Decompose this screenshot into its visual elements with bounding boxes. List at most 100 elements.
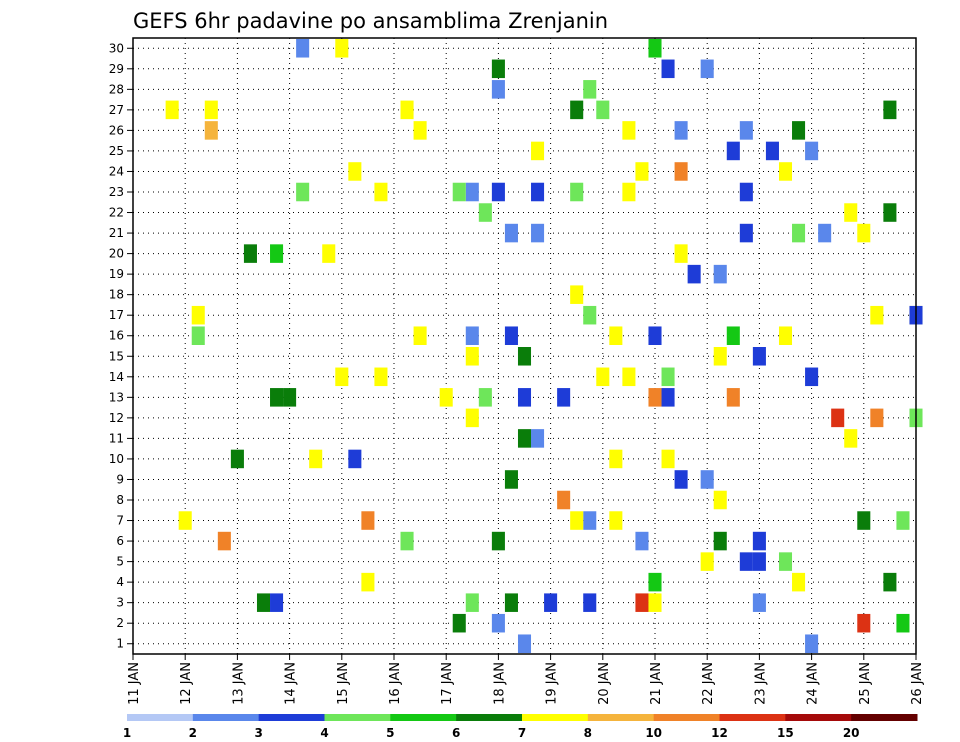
x-tick-label: 17 JAN — [440, 662, 455, 705]
heatmap-cell — [752, 552, 766, 571]
colorbar-swatch — [851, 714, 918, 721]
heatmap-cell — [178, 511, 192, 530]
colorbar-swatch — [127, 714, 194, 721]
x-tick-label: 18 JAN — [492, 662, 507, 705]
y-tick-label: 29 — [109, 62, 124, 76]
heatmap-cell — [504, 326, 518, 345]
colorbar-label: 15 — [777, 726, 794, 740]
heatmap-cell — [374, 367, 388, 387]
x-tick-label: 19 JAN — [545, 662, 560, 705]
heatmap-cell — [596, 367, 610, 387]
heatmap-cell — [648, 572, 662, 592]
y-tick-label: 8 — [116, 493, 124, 507]
y-tick-label: 23 — [109, 185, 124, 199]
heatmap-cell — [504, 223, 518, 243]
heatmap-cell — [648, 326, 662, 345]
heatmap-cell — [778, 326, 793, 345]
heatmap-cell — [256, 593, 271, 612]
heatmap-cell — [165, 100, 179, 120]
heatmap-cell — [230, 449, 244, 469]
heatmap-cell — [739, 182, 753, 202]
heatmap-cell — [739, 121, 753, 140]
colorbar-swatch — [653, 714, 720, 721]
plot-frame — [132, 37, 917, 655]
x-tick-label: 24 JAN — [806, 662, 821, 705]
heatmap-cell — [844, 429, 858, 448]
colorbar-label: 8 — [584, 726, 592, 740]
heatmap-cell — [674, 244, 688, 263]
heatmap-cell — [792, 223, 806, 243]
x-tick-label: 12 JAN — [179, 662, 194, 705]
heatmap-cell — [726, 326, 740, 345]
heatmap-cell — [805, 634, 819, 653]
heatmap-cell — [191, 305, 205, 325]
heatmap-cell — [270, 388, 284, 407]
y-tick-label: 6 — [116, 534, 124, 548]
heatmap-cell — [739, 223, 753, 243]
colorbar-label: 4 — [320, 726, 328, 740]
colorbar-label: 12 — [711, 726, 728, 740]
heatmap-cell — [883, 203, 897, 222]
heatmap-cell — [465, 326, 479, 345]
heatmap-cell — [726, 141, 740, 161]
heatmap-cell — [348, 162, 362, 181]
y-tick-label: 11 — [109, 431, 124, 445]
x-tick-label: 14 JAN — [284, 662, 299, 705]
y-tick-label: 24 — [109, 164, 124, 178]
colorbar-label: 10 — [645, 726, 662, 740]
heatmap-cell — [674, 162, 688, 181]
heatmap-cell — [557, 490, 571, 510]
y-tick-label: 13 — [109, 390, 124, 404]
heatmap-cell — [374, 182, 388, 202]
heatmap-cell — [465, 347, 479, 366]
heatmap-cell — [635, 593, 649, 612]
y-tick-label: 3 — [116, 596, 124, 610]
colorbar-label: 7 — [518, 726, 526, 740]
heatmap-cell — [896, 613, 910, 633]
y-tick-label: 5 — [116, 555, 124, 569]
heatmap-cell — [270, 244, 284, 263]
heatmap-cell — [283, 388, 297, 407]
heatmap-cell — [570, 182, 584, 202]
x-axis-ticks: 11 JAN 12 JAN 13 JAN 14 JAN 15 JAN 16 JAN 17 J… — [127, 654, 925, 705]
x-tick-label: 21 JAN — [649, 662, 664, 705]
heatmap-cell — [805, 141, 819, 161]
heatmap-cell — [674, 121, 688, 140]
heatmap-cell — [335, 367, 349, 387]
heatmap-cell — [583, 511, 597, 530]
heatmap-cell — [557, 388, 571, 407]
y-tick-label: 7 — [116, 514, 124, 528]
colorbar-swatch — [522, 714, 589, 721]
x-tick-label: 23 JAN — [753, 662, 768, 705]
x-tick-label: 20 JAN — [597, 662, 612, 705]
heatmap-cell — [739, 552, 753, 571]
heatmap-cell — [191, 326, 205, 345]
heatmap-cell — [661, 59, 675, 79]
heatmap-cell — [465, 182, 479, 202]
heatmap-cell — [713, 264, 727, 284]
y-tick-label: 2 — [116, 616, 124, 630]
heatmap-cell — [531, 182, 545, 202]
heatmap-cell — [217, 531, 231, 551]
heatmap-cell — [335, 39, 349, 58]
heatmap-cell — [648, 593, 662, 612]
y-tick-label: 26 — [109, 123, 124, 137]
heatmap-cell — [674, 470, 688, 489]
heatmap-cell — [883, 100, 897, 120]
y-axis-ticks: 1234567891011121314151617181920212223242… — [109, 41, 133, 651]
heatmap-cell — [857, 223, 871, 243]
grid-lines — [133, 38, 917, 654]
heatmap-cell — [531, 223, 545, 243]
heatmap-cell — [491, 182, 505, 202]
heatmap-cell — [452, 182, 466, 202]
heatmap-cell — [400, 531, 414, 551]
heatmap-cell — [700, 59, 714, 79]
heatmap-cell — [204, 100, 218, 120]
heatmap-cell — [531, 141, 545, 161]
heatmap-cell — [504, 593, 518, 612]
heatmap-cell — [400, 100, 414, 120]
colorbar-swatch — [785, 714, 852, 721]
heatmap-cell — [792, 121, 806, 140]
colorbar-swatch — [456, 714, 523, 721]
heatmap-cell — [204, 121, 218, 140]
